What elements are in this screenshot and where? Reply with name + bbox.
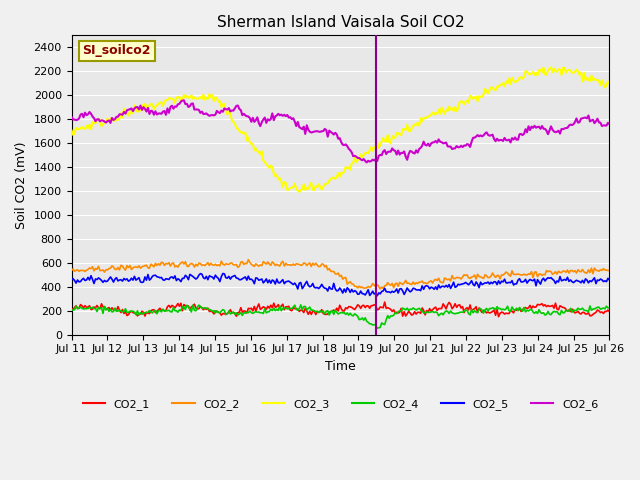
Text: SI_soilco2: SI_soilco2: [83, 44, 151, 57]
Legend: CO2_1, CO2_2, CO2_3, CO2_4, CO2_5, CO2_6: CO2_1, CO2_2, CO2_3, CO2_4, CO2_5, CO2_6: [78, 394, 603, 414]
X-axis label: Time: Time: [325, 360, 356, 373]
Y-axis label: Soil CO2 (mV): Soil CO2 (mV): [15, 141, 28, 229]
Title: Sherman Island Vaisala Soil CO2: Sherman Island Vaisala Soil CO2: [217, 15, 464, 30]
